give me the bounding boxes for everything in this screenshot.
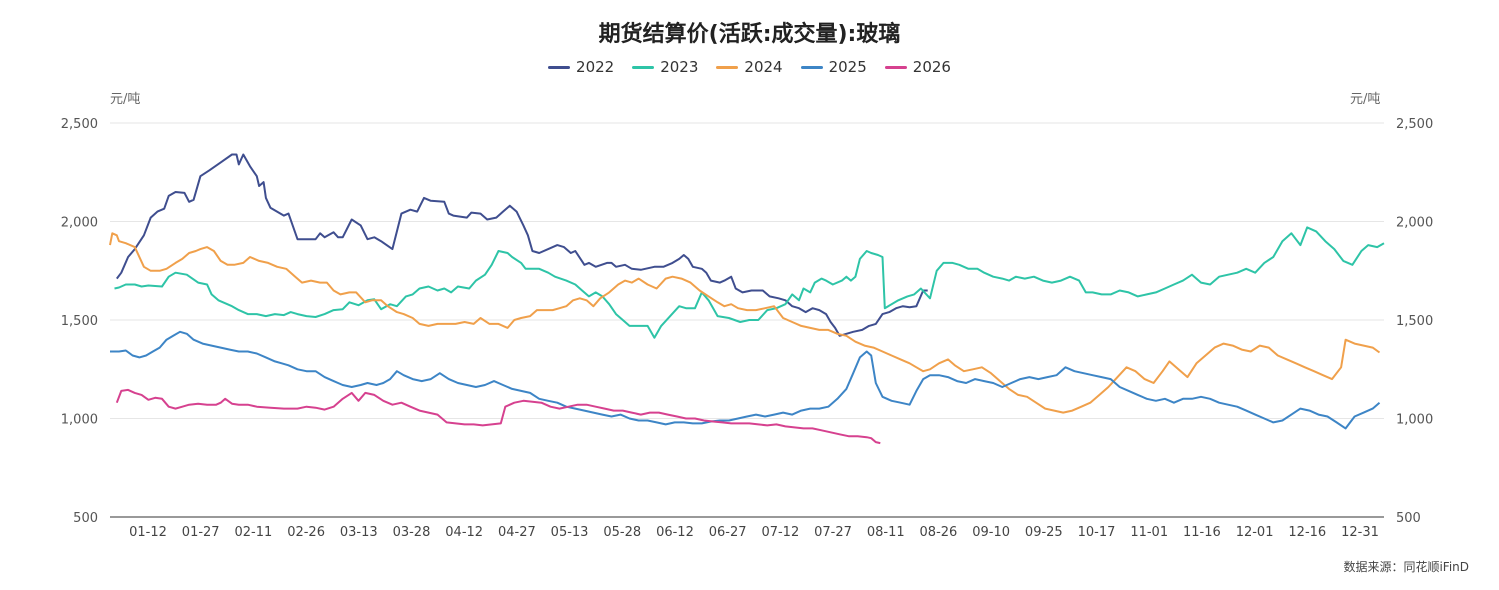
legend-swatch <box>716 65 739 69</box>
chart-legend: 2022 2023 2024 2025 2026 <box>0 58 1499 76</box>
left-axis-unit: 元/吨 <box>110 92 141 107</box>
legend-label: 2022 <box>576 58 615 76</box>
series-line-2025 <box>110 330 1381 430</box>
series-line-2024 <box>109 232 1381 414</box>
x-tick-label: 11-01 <box>1130 525 1168 540</box>
legend-label: 2023 <box>660 58 699 76</box>
data-source: 数据来源：同花顺iFinD <box>1343 560 1469 574</box>
x-tick-label: 04-12 <box>445 525 483 540</box>
x-tick-label: 09-10 <box>972 525 1010 540</box>
y-tick-label-right: 500 <box>1396 511 1421 526</box>
x-tick-label: 03-13 <box>340 525 378 540</box>
y-tick-label-left: 2,500 <box>61 117 98 132</box>
x-tick-label: 07-27 <box>814 525 852 540</box>
x-tick-label: 02-11 <box>235 525 273 540</box>
legend-swatch <box>632 65 655 69</box>
x-tick-label: 12-01 <box>1236 525 1274 540</box>
x-tick-label: 06-27 <box>709 525 747 540</box>
x-tick-label: 09-25 <box>1025 525 1063 540</box>
x-tick-label: 05-13 <box>551 525 589 540</box>
x-tick-label: 04-27 <box>498 525 536 540</box>
x-tick-label: 08-26 <box>920 525 958 540</box>
legend-swatch <box>548 65 571 69</box>
x-tick-label: 10-17 <box>1078 525 1116 540</box>
legend-label: 2026 <box>912 58 951 76</box>
right-axis-unit: 元/吨 <box>1350 92 1381 107</box>
legend-swatch <box>884 65 907 69</box>
y-tick-label-left: 1,000 <box>61 413 98 428</box>
x-tick-label: 06-12 <box>656 525 694 540</box>
x-tick-label: 08-11 <box>867 525 905 540</box>
y-tick-label-right: 1,500 <box>1396 314 1433 329</box>
x-tick-label: 11-16 <box>1183 525 1221 540</box>
legend-item-2026[interactable]: 2026 <box>884 58 951 76</box>
x-tick-label: 05-28 <box>603 525 641 540</box>
chart-title: 期货结算价(活跃:成交量):玻璃 <box>598 22 901 47</box>
legend-item-2025[interactable]: 2025 <box>800 58 867 76</box>
x-tick-label: 01-12 <box>129 525 167 540</box>
y-tick-label-left: 2,000 <box>61 216 98 231</box>
legend-item-2024[interactable]: 2024 <box>716 58 783 76</box>
x-tick-label: 01-27 <box>182 525 220 540</box>
x-tick-label: 02-26 <box>287 525 325 540</box>
y-tick-label-right: 2,000 <box>1396 216 1433 231</box>
legend-swatch <box>800 65 823 69</box>
y-tick-label-right: 1,000 <box>1396 413 1433 428</box>
x-tick-label: 12-16 <box>1288 525 1326 540</box>
y-tick-label-left: 1,500 <box>61 314 98 329</box>
y-tick-label-left: 500 <box>73 511 98 526</box>
legend-label: 2024 <box>744 58 783 76</box>
legend-label: 2025 <box>828 58 867 76</box>
series-line-2026 <box>115 388 881 445</box>
x-tick-label: 03-28 <box>393 525 431 540</box>
legend-item-2023[interactable]: 2023 <box>632 58 698 76</box>
series-line-2023 <box>114 226 1385 339</box>
series-line-2022 <box>116 153 928 337</box>
legend-item-2022[interactable]: 2022 <box>548 58 614 76</box>
x-tick-label: 12-31 <box>1341 525 1379 540</box>
y-tick-label-right: 2,500 <box>1396 117 1433 132</box>
x-tick-label: 07-12 <box>761 525 799 540</box>
